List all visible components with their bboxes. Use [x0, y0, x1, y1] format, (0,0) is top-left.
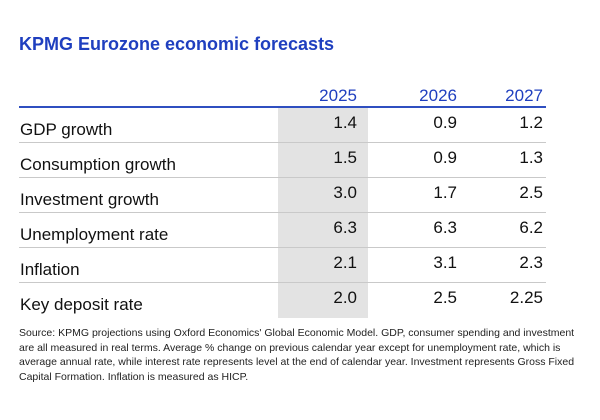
- table-row-inflation: Inflation 2.1 3.1 2.3: [19, 248, 546, 283]
- row-divider: [19, 282, 546, 283]
- table-row-key-deposit-rate: Key deposit rate 2.0 2.5 2.25: [19, 283, 546, 318]
- highlight-column-2025: [278, 108, 368, 318]
- table-row-investment-growth: Investment growth 3.0 1.7 2.5: [19, 178, 546, 213]
- cell-2026: 0.9: [433, 148, 457, 167]
- cell-2025: 3.0: [333, 183, 357, 202]
- row-label: Key deposit rate: [20, 295, 143, 314]
- cell-2025: 1.4: [333, 113, 357, 132]
- row-label: Unemployment rate: [20, 225, 169, 244]
- column-header-2027: 2027: [505, 86, 543, 105]
- source-note: Source: KPMG projections using Oxford Ec…: [19, 327, 575, 383]
- row-divider: [19, 177, 546, 178]
- column-header-2025: 2025: [319, 86, 357, 105]
- cell-2027: 1.3: [519, 148, 543, 167]
- chart-title: KPMG Eurozone economic forecasts: [19, 34, 335, 54]
- row-divider: [19, 212, 546, 213]
- table-row-consumption-growth: Consumption growth 1.5 0.9 1.3: [19, 143, 546, 178]
- cell-2025: 1.5: [333, 148, 357, 167]
- row-label: Consumption growth: [20, 155, 176, 174]
- cell-2026: 2.5: [433, 288, 457, 307]
- cell-2026: 0.9: [433, 113, 457, 132]
- cell-2027: 6.2: [519, 218, 543, 237]
- cell-2025: 2.0: [333, 288, 357, 307]
- table-row-unemployment-rate: Unemployment rate 6.3 6.3 6.2: [19, 213, 546, 248]
- row-divider: [19, 142, 546, 143]
- cell-2027: 2.25: [509, 288, 543, 307]
- row-label: GDP growth: [20, 120, 113, 139]
- cell-2027: 2.3: [519, 253, 543, 272]
- cell-2026: 6.3: [433, 218, 457, 237]
- row-label: Investment growth: [20, 190, 159, 209]
- table-row-gdp-growth: GDP growth 1.4 0.9 1.2: [19, 108, 546, 143]
- cell-2025: 2.1: [333, 253, 357, 272]
- header-divider: [19, 106, 546, 108]
- cell-2025: 6.3: [333, 218, 357, 237]
- cell-2026: 1.7: [433, 183, 457, 202]
- row-divider: [19, 247, 546, 248]
- cell-2027: 1.2: [519, 113, 543, 132]
- cell-2027: 2.5: [519, 183, 543, 202]
- column-header-2026: 2026: [419, 86, 457, 105]
- cell-2026: 3.1: [433, 253, 457, 272]
- row-label: Inflation: [20, 260, 80, 279]
- forecast-table: 2025 2026 2027 GDP growth 1.4 0.9 1.2 Co…: [19, 82, 546, 318]
